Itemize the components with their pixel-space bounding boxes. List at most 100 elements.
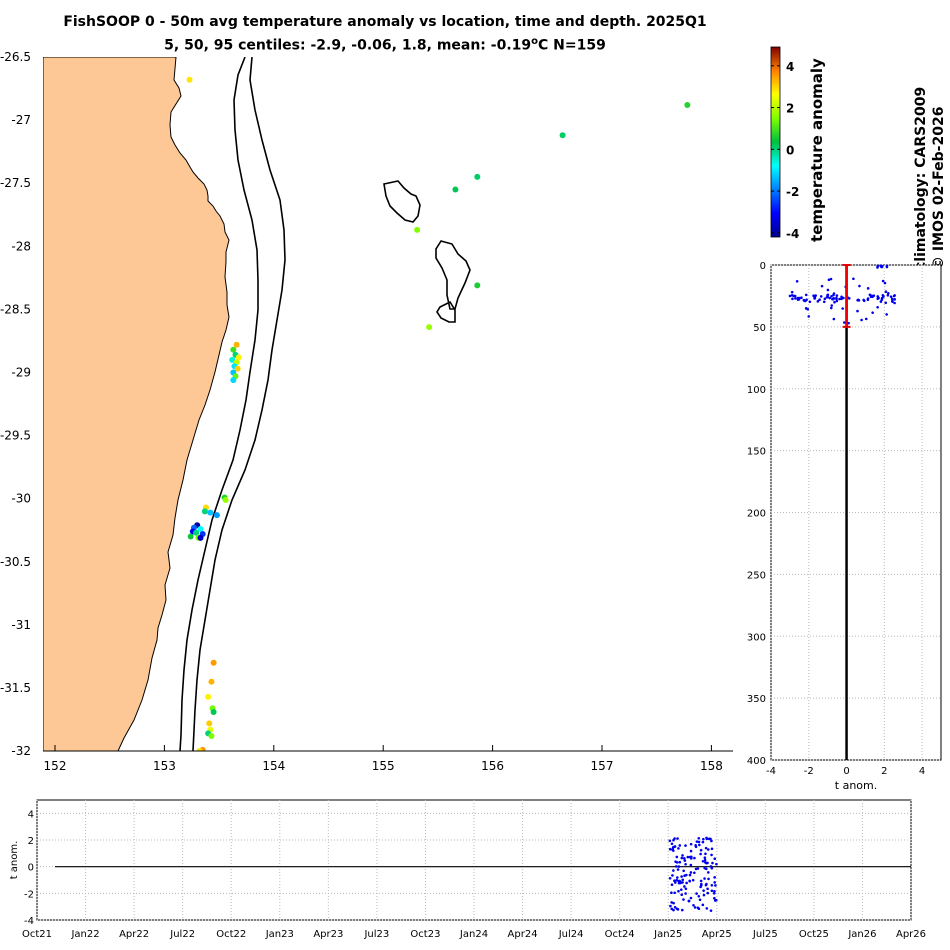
timeseries-point — [706, 848, 710, 851]
timeseries-point — [701, 859, 705, 863]
profile-point — [818, 298, 821, 301]
profile-point — [838, 297, 841, 301]
profile-point — [832, 317, 836, 321]
timeseries-point — [675, 855, 679, 859]
timeseries-point — [693, 856, 696, 860]
timeseries-x-tick-label: Jan24 — [459, 929, 488, 940]
timeseries-x-tick-label: Oct21 — [22, 929, 52, 940]
map-x-tick-label: 157 — [591, 759, 614, 773]
profile-point — [880, 265, 884, 269]
map-point — [210, 659, 217, 666]
profile-point — [885, 264, 889, 268]
map-point — [452, 186, 459, 193]
timeseries-point — [704, 883, 708, 887]
timeseries-point — [712, 891, 716, 895]
profile-point — [864, 317, 868, 321]
timeseries-x-tick-label: Jan23 — [265, 929, 294, 940]
profile-point — [813, 295, 817, 298]
timeseries-point — [713, 881, 717, 884]
profile-point — [876, 266, 879, 269]
depth-profile-panel: 0 50 100 150 200 250 300 350 400 -4 -2 0 2 4 t anom. — [747, 261, 942, 792]
timeseries-point — [670, 883, 674, 886]
timeseries-x-tick-label: Jul25 — [752, 929, 778, 940]
profile-point — [871, 311, 874, 314]
map-y-tick-label: -29 — [11, 366, 31, 380]
title-unit: C N=159 — [538, 37, 606, 54]
degree-mark: o — [531, 36, 539, 47]
timeseries-point — [672, 901, 675, 905]
profile-point — [819, 295, 823, 298]
timeseries-x-tick-label: Apr24 — [508, 929, 538, 940]
timeseries-point — [673, 891, 677, 895]
profile-point — [841, 307, 844, 310]
profile-y-tick-label: 50 — [753, 323, 766, 334]
profile-point — [826, 295, 830, 299]
map-y-tick-label: -28 — [11, 239, 31, 253]
profile-point — [800, 296, 803, 299]
profile-x-tick-label: 2 — [881, 766, 887, 777]
profile-y-tick-label: 150 — [747, 447, 766, 458]
profile-point — [820, 284, 824, 288]
profile-point — [790, 290, 794, 294]
timeseries-point — [710, 847, 714, 851]
timeseries-point — [681, 881, 684, 884]
colorbar-label: temperature anomaly — [808, 58, 826, 242]
timeseries-data-points — [668, 836, 718, 912]
timeseries-point — [699, 884, 703, 887]
timeseries-point — [673, 879, 676, 883]
map-x-tick-label: 156 — [481, 759, 504, 773]
timeseries-point — [697, 836, 701, 840]
timeseries-point — [674, 860, 677, 863]
timeseries-point — [680, 875, 683, 878]
profile-point — [872, 294, 876, 297]
map-point — [414, 226, 421, 233]
map-point — [208, 732, 215, 739]
timeseries-point — [672, 869, 675, 872]
timeseries-x-ticks: Oct21 Jan22 Apr22 Jul22 Oct22 Jan23 Apr23 Jul23… — [22, 929, 926, 940]
profile-point — [880, 298, 884, 301]
profile-point — [796, 296, 800, 300]
timeseries-point — [703, 877, 706, 880]
title-centiles: 5, 50, 95 centiles: -2.9, -0.06, 1.8, me… — [164, 37, 532, 54]
timeseries-point — [674, 865, 678, 868]
timeseries-point — [707, 837, 711, 841]
timeseries-point — [687, 899, 691, 903]
timeseries-point — [710, 839, 713, 843]
profile-point — [791, 297, 794, 301]
map-x-tick-label: 154 — [262, 759, 285, 773]
timeseries-point — [706, 887, 709, 891]
timeseries-x-tick-label: Oct24 — [605, 929, 635, 940]
profile-point — [885, 313, 888, 316]
map-point — [186, 76, 193, 83]
timeseries-y-tick-label: -4 — [24, 916, 34, 927]
timeseries-point — [699, 848, 703, 852]
colorbar: -4 -2 0 2 4 temperature anomaly — [770, 46, 826, 242]
title-line-1: FishSOOP 0 - 50m avg temperature anomaly… — [63, 14, 707, 30]
timeseries-point — [694, 867, 698, 871]
timeseries-y-label: t anom. — [9, 841, 20, 880]
profile-point — [828, 296, 832, 300]
timeseries-point — [689, 871, 693, 874]
map-x-tick-label: 158 — [700, 759, 723, 773]
timeseries-point — [670, 891, 673, 895]
timeseries-x-tick-label: Oct22 — [216, 929, 246, 940]
timeseries-point — [710, 853, 713, 857]
timeseries-point — [684, 862, 687, 866]
bathy-contour-inner — [179, 57, 259, 751]
map-y-tick-label: -26.5 — [0, 50, 31, 64]
colorbar-tick-label: -2 — [786, 185, 799, 199]
profile-point — [868, 293, 872, 297]
profile-point — [808, 300, 812, 304]
timeseries-point — [672, 908, 675, 912]
timeseries-point — [698, 898, 702, 902]
timeseries-point — [679, 888, 683, 891]
profile-point — [826, 288, 830, 292]
map-point — [210, 708, 217, 715]
timeseries-point — [681, 854, 684, 857]
map-point — [684, 101, 691, 108]
profile-point — [826, 293, 829, 297]
map-point — [474, 282, 481, 289]
map-point — [233, 341, 240, 348]
map-y-tick-label: -27 — [11, 113, 31, 127]
timeseries-point — [692, 903, 695, 907]
